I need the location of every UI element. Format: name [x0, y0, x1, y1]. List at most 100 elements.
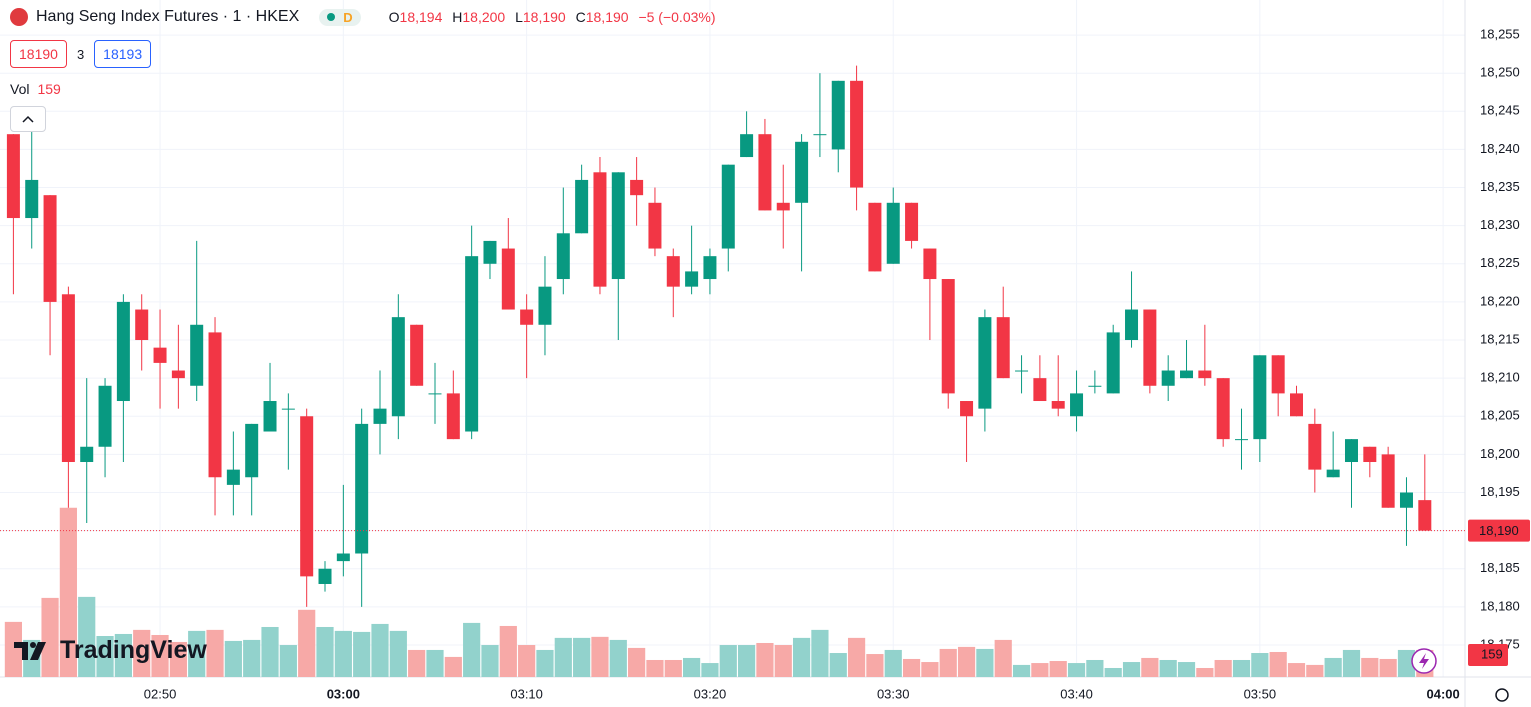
y-tick-label: 18,215	[1480, 331, 1520, 346]
volume-bar	[1159, 659, 1177, 677]
candle-body	[6, 134, 20, 219]
candle-body	[1070, 393, 1084, 417]
candle-body	[1161, 370, 1175, 386]
x-tick-label: 03:40	[1060, 686, 1093, 701]
sell-button[interactable]: 18190	[10, 40, 67, 68]
volume-label: Vol	[10, 81, 30, 97]
x-tick-label: 03:20	[694, 686, 727, 701]
volume-bar	[957, 646, 976, 677]
volume-bar	[939, 648, 957, 677]
candle-body	[465, 256, 479, 432]
status-pill[interactable]: D	[319, 8, 361, 26]
candle-body	[795, 141, 809, 203]
candle-body	[1180, 370, 1194, 379]
volume-bar	[829, 653, 847, 677]
candle-body	[868, 202, 882, 272]
ohlc-value: 18,190	[585, 9, 629, 25]
x-tick-label: 03:00	[327, 686, 360, 701]
candle-body	[1308, 423, 1322, 470]
volume-bar	[408, 649, 426, 677]
candle-body	[520, 309, 534, 325]
volume-bar	[4, 621, 23, 677]
volume-bar	[1214, 659, 1232, 677]
candle-body	[721, 164, 735, 249]
volume-bar	[1342, 649, 1361, 677]
volume-bar	[756, 642, 774, 677]
volume-legend: Vol 159	[10, 81, 61, 97]
price-label-bg	[1468, 519, 1530, 542]
volume-bar	[591, 636, 609, 677]
badge: D	[343, 9, 353, 25]
candle-body	[758, 134, 772, 211]
volume-bar	[96, 636, 114, 677]
volume-bar	[1269, 651, 1287, 677]
y-tick-label: 18,240	[1480, 141, 1520, 156]
candle-body	[813, 134, 827, 136]
volume-bar	[1086, 659, 1104, 677]
candle-body	[1290, 393, 1303, 417]
volume-bar	[133, 629, 151, 677]
candle-body	[1106, 332, 1120, 394]
y-tick-label: 18,180	[1480, 598, 1520, 613]
candle-body	[685, 271, 699, 287]
candle-body	[1198, 370, 1212, 379]
chart-title: Hang Seng Index Futures · 1 · HKEX	[36, 8, 300, 25]
volume-bar	[334, 630, 352, 677]
volume-bar	[463, 622, 481, 677]
candle-body	[208, 332, 222, 478]
watermark-text: TradingView	[60, 636, 207, 664]
y-tick-label: 18,250	[1480, 65, 1520, 80]
x-tick-label: 02:50	[144, 686, 177, 701]
candle-body	[1015, 370, 1029, 372]
volume-bar	[664, 659, 682, 677]
candle-body	[43, 195, 57, 302]
candle-body	[556, 233, 570, 280]
x-tick-label: 04:00	[1427, 686, 1460, 701]
volume-bar	[1287, 663, 1306, 677]
volume-bar	[738, 645, 756, 677]
candle-body	[996, 317, 1010, 379]
candle-body	[538, 286, 552, 325]
buy-button[interactable]: 18193	[94, 40, 152, 68]
ohlc-key: L	[515, 9, 523, 25]
settings-icon	[1495, 688, 1509, 702]
candle-body	[1381, 454, 1395, 508]
volume-bar	[701, 663, 719, 677]
volume-bar	[59, 507, 77, 677]
candle-body	[410, 324, 424, 386]
volume-bar	[279, 645, 297, 677]
candle-body	[281, 408, 295, 410]
candle-body	[666, 256, 680, 287]
volume-bar	[847, 637, 866, 677]
candle-body	[373, 408, 387, 424]
y-tick-label: 18,230	[1480, 217, 1520, 232]
collapse-button[interactable]	[10, 106, 46, 132]
candle-body	[98, 385, 112, 447]
volume-label-bg	[1468, 643, 1508, 666]
volume-value: 159	[37, 81, 61, 97]
candle-body	[355, 423, 369, 554]
candle-body	[80, 446, 94, 463]
volume-bar	[444, 656, 462, 677]
ohlc-value: 18,190	[522, 9, 566, 25]
volume-bar	[1012, 664, 1031, 677]
watermark: TradingView	[14, 636, 207, 665]
volume-bar	[1031, 663, 1049, 677]
volume-bar	[1232, 659, 1251, 677]
candle-body	[1344, 439, 1358, 463]
volume-bar	[1306, 664, 1324, 677]
volume-bar	[774, 645, 792, 677]
candle-body	[960, 401, 974, 417]
volume-bar	[536, 649, 554, 677]
volume-bar	[1104, 667, 1122, 677]
ohlc-key: O	[388, 9, 400, 25]
volume-bar	[243, 639, 261, 677]
x-tick-label: 03:10	[510, 686, 543, 701]
candle-body	[1088, 385, 1102, 387]
volume-bar	[573, 637, 591, 677]
candle-body	[611, 172, 625, 280]
candle-body	[1235, 439, 1249, 441]
y-tick-label: 18,200	[1480, 446, 1520, 461]
volume-bar	[1122, 662, 1141, 677]
y-tick-label: 18,195	[1480, 484, 1520, 499]
